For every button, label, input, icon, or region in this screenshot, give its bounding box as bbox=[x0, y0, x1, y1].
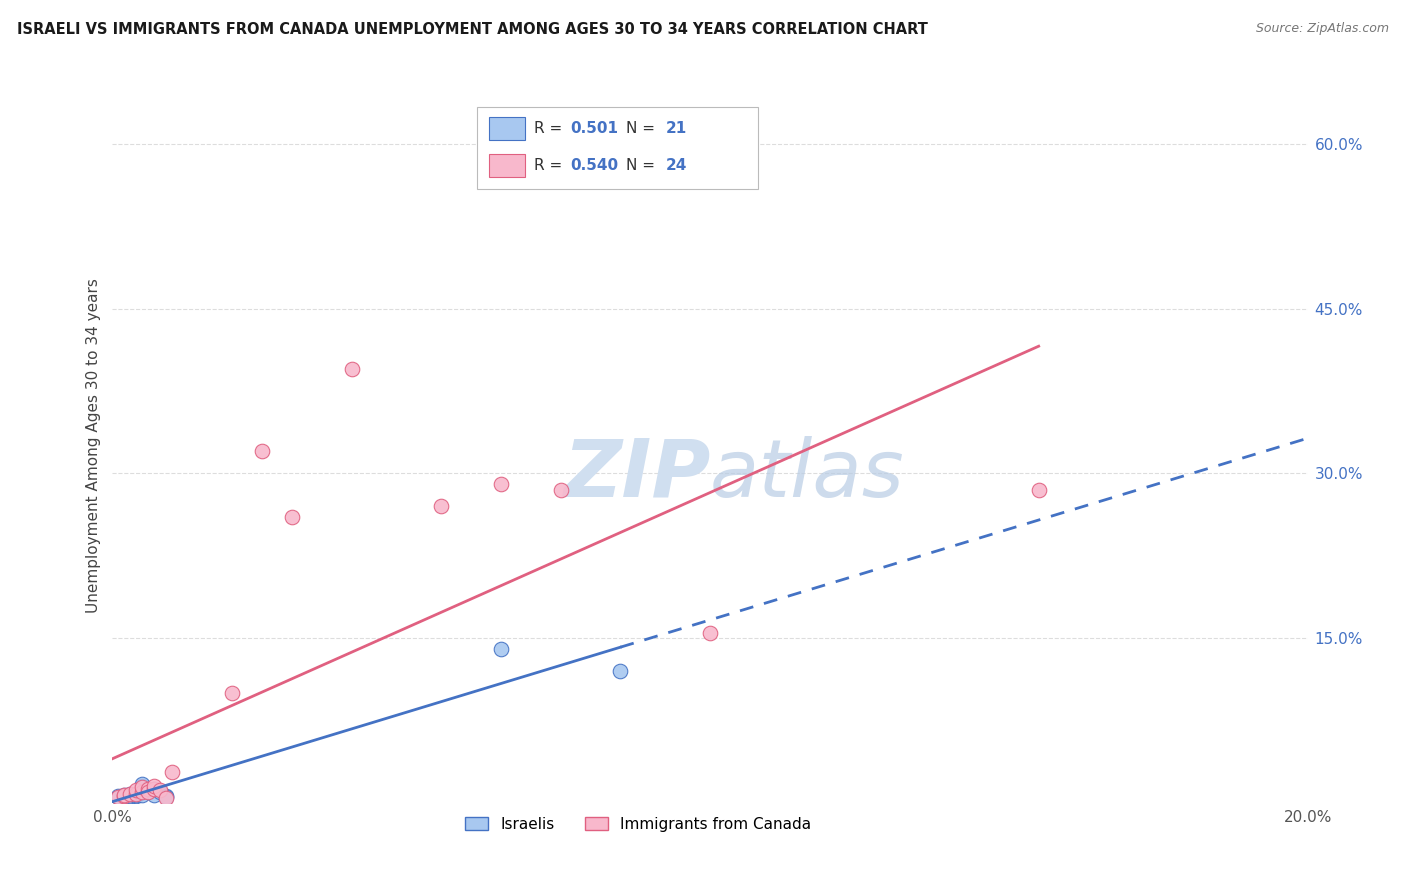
Point bbox=[114, 789, 135, 804]
Text: ISRAELI VS IMMIGRANTS FROM CANADA UNEMPLOYMENT AMONG AGES 30 TO 34 YEARS CORRELA: ISRAELI VS IMMIGRANTS FROM CANADA UNEMPL… bbox=[17, 22, 928, 37]
Point bbox=[138, 781, 160, 796]
Point bbox=[120, 789, 142, 804]
Point bbox=[143, 781, 166, 796]
Point bbox=[162, 765, 183, 780]
Point bbox=[131, 780, 153, 794]
Point bbox=[143, 788, 166, 802]
Point bbox=[125, 782, 148, 797]
Point bbox=[114, 788, 135, 802]
Point bbox=[131, 780, 153, 795]
Point bbox=[107, 790, 129, 805]
Legend: Israelis, Immigrants from Canada: Israelis, Immigrants from Canada bbox=[460, 811, 817, 838]
Point bbox=[138, 782, 160, 797]
Point bbox=[114, 790, 135, 805]
Text: R =: R = bbox=[534, 121, 568, 136]
Point bbox=[131, 785, 153, 799]
Point bbox=[550, 483, 572, 497]
Point bbox=[107, 790, 129, 805]
Point bbox=[250, 444, 273, 458]
Point bbox=[143, 781, 166, 796]
Text: Source: ZipAtlas.com: Source: ZipAtlas.com bbox=[1256, 22, 1389, 36]
Bar bbox=[477, 107, 758, 189]
Text: N =: N = bbox=[627, 158, 661, 173]
Point bbox=[143, 780, 166, 794]
Text: ZIP: ZIP bbox=[562, 435, 710, 514]
Point bbox=[489, 642, 512, 657]
Point bbox=[120, 790, 142, 805]
Point bbox=[155, 789, 177, 804]
Point bbox=[120, 787, 142, 801]
Point bbox=[138, 785, 160, 799]
Point bbox=[340, 362, 363, 376]
Point bbox=[114, 788, 135, 802]
Point bbox=[699, 625, 721, 640]
Point bbox=[1028, 483, 1050, 497]
Text: N =: N = bbox=[627, 121, 661, 136]
Point bbox=[107, 789, 129, 804]
Point bbox=[149, 782, 172, 797]
Point bbox=[125, 787, 148, 801]
Point bbox=[609, 664, 631, 678]
Point bbox=[489, 477, 512, 491]
Point bbox=[131, 788, 153, 802]
Point bbox=[149, 785, 172, 799]
Text: atlas: atlas bbox=[710, 435, 905, 514]
Text: 0.540: 0.540 bbox=[571, 158, 619, 173]
Text: 21: 21 bbox=[666, 121, 688, 136]
Point bbox=[155, 791, 177, 805]
Point bbox=[125, 788, 148, 802]
Text: R =: R = bbox=[534, 158, 568, 173]
Text: 0.501: 0.501 bbox=[571, 121, 619, 136]
Point bbox=[430, 500, 453, 514]
Point bbox=[120, 787, 142, 801]
Point bbox=[131, 777, 153, 791]
Text: 24: 24 bbox=[666, 158, 688, 173]
Bar bbox=[489, 117, 524, 140]
Bar bbox=[489, 154, 524, 177]
Y-axis label: Unemployment Among Ages 30 to 34 years: Unemployment Among Ages 30 to 34 years bbox=[86, 278, 101, 614]
Point bbox=[125, 789, 148, 804]
Point bbox=[221, 686, 243, 700]
Point bbox=[281, 510, 304, 524]
Point bbox=[155, 790, 177, 805]
Point bbox=[114, 789, 135, 804]
